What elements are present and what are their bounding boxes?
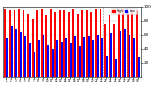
Bar <box>110 33 112 77</box>
Bar <box>63 10 65 77</box>
Bar <box>68 12 70 77</box>
Bar <box>32 19 34 77</box>
Bar <box>118 10 120 77</box>
Bar <box>106 56 108 77</box>
Bar <box>11 26 13 77</box>
Bar <box>18 9 20 77</box>
Bar <box>65 38 67 77</box>
Bar <box>115 59 117 77</box>
Bar <box>45 15 47 77</box>
Bar <box>101 38 103 77</box>
Bar <box>34 52 35 77</box>
Bar <box>50 9 52 77</box>
Bar <box>92 40 94 77</box>
Bar <box>56 40 58 77</box>
Bar <box>54 12 56 77</box>
Bar <box>120 31 121 77</box>
Bar <box>90 12 92 77</box>
Bar <box>83 37 85 77</box>
Bar <box>38 40 40 77</box>
Bar <box>100 9 101 77</box>
Bar <box>61 42 63 77</box>
Bar <box>47 45 49 77</box>
Bar <box>124 29 126 77</box>
Bar <box>109 15 110 77</box>
Bar <box>97 35 99 77</box>
Bar <box>36 10 38 77</box>
Bar <box>59 10 61 77</box>
Bar <box>4 9 6 77</box>
Legend: High, Low: High, Low <box>111 9 136 14</box>
Bar <box>74 36 76 77</box>
Bar <box>127 12 129 77</box>
Bar <box>113 24 115 77</box>
Bar <box>88 36 90 77</box>
Bar <box>131 10 133 77</box>
Bar <box>81 10 83 77</box>
Bar <box>23 10 24 77</box>
Bar <box>70 43 72 77</box>
Bar <box>86 10 88 77</box>
Bar <box>52 49 54 77</box>
Bar <box>77 14 79 77</box>
Bar <box>129 35 131 77</box>
Bar <box>24 36 26 77</box>
Bar <box>104 7 127 77</box>
Bar <box>133 38 135 77</box>
Bar <box>14 10 15 77</box>
Bar <box>79 46 81 77</box>
Bar <box>104 24 106 77</box>
Bar <box>43 35 44 77</box>
Bar <box>20 32 22 77</box>
Bar <box>138 57 140 77</box>
Bar <box>41 9 43 77</box>
Bar <box>72 9 74 77</box>
Bar <box>122 9 124 77</box>
Bar <box>136 10 138 77</box>
Bar <box>9 10 11 77</box>
Bar <box>6 38 8 77</box>
Bar <box>95 9 97 77</box>
Bar <box>29 43 31 77</box>
Bar <box>15 29 17 77</box>
Bar <box>27 14 29 77</box>
